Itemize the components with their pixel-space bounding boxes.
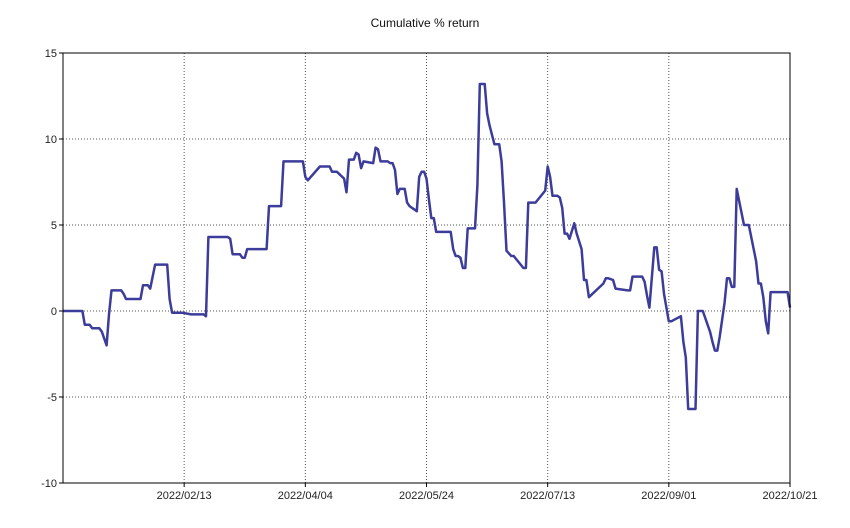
y-tick-label: 15 (45, 48, 57, 60)
gridlines (63, 53, 790, 483)
x-tick-label: 2022/07/13 (520, 490, 575, 502)
y-tick-label: 10 (45, 134, 57, 146)
cumulative-return-line (63, 82, 792, 411)
y-tick-label: -5 (47, 392, 57, 404)
x-tick-label: 2022/09/01 (641, 490, 696, 502)
x-tick-label: 2022/05/24 (399, 490, 454, 502)
x-tick-label: 2022/04/04 (278, 490, 333, 502)
y-tick-label: 0 (51, 306, 57, 318)
x-tick-label: 2022/10/21 (762, 490, 817, 502)
x-tick-label: 2022/02/13 (157, 490, 212, 502)
y-axis-ticks: 15 10 5 0 -5 -10 (41, 48, 63, 490)
y-tick-label: -10 (41, 478, 57, 490)
x-axis-ticks: 2022/02/13 2022/04/04 2022/05/24 2022/07/13… (157, 483, 818, 502)
chart-title: Cumulative % return (371, 16, 480, 30)
y-tick-label: 5 (51, 220, 57, 232)
plot-area-frame (62, 52, 791, 484)
